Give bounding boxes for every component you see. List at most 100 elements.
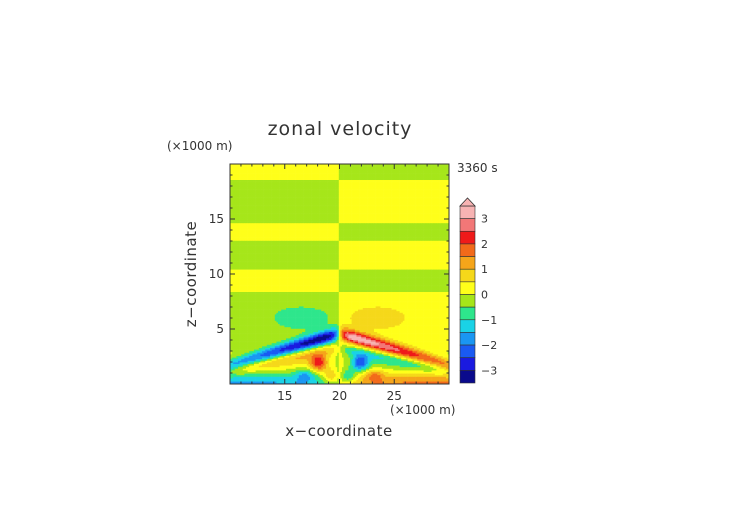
field-cell xyxy=(242,188,245,190)
field-cell xyxy=(439,188,442,190)
field-cell xyxy=(266,165,269,168)
field-cell xyxy=(242,167,245,170)
field-cell xyxy=(393,170,396,173)
field-cell xyxy=(343,173,346,176)
field-cell xyxy=(420,186,423,189)
field-cell xyxy=(230,181,232,184)
field-cell xyxy=(382,189,384,192)
field-cell xyxy=(255,189,258,192)
field-cell xyxy=(260,180,263,182)
field-cell xyxy=(441,173,444,176)
field-cell xyxy=(410,167,413,170)
field-cell xyxy=(418,173,421,176)
field-cell xyxy=(378,176,381,179)
field-cell xyxy=(286,191,288,194)
field-cell xyxy=(412,164,415,166)
field-cell xyxy=(439,184,442,187)
field-cell xyxy=(438,180,440,182)
field-cell xyxy=(270,184,272,187)
field-cell xyxy=(302,186,304,189)
field-cell xyxy=(289,173,292,176)
field-cell xyxy=(428,183,431,186)
field-cell xyxy=(310,191,312,194)
field-cell xyxy=(319,183,322,186)
field-cell xyxy=(436,175,439,178)
field-cell xyxy=(401,183,404,186)
field-cell xyxy=(335,168,338,171)
field-cell xyxy=(286,165,288,168)
field-cell xyxy=(364,184,367,187)
field-cell xyxy=(375,180,378,182)
field-cell xyxy=(442,168,445,171)
field-cell xyxy=(356,173,359,176)
field-cell xyxy=(398,180,400,182)
field-cell xyxy=(390,165,392,168)
field-cell xyxy=(265,164,268,166)
field-cell xyxy=(321,188,324,190)
field-cell xyxy=(303,189,306,192)
field-cell xyxy=(399,170,402,173)
field-cell xyxy=(284,180,287,182)
field-cell xyxy=(356,180,359,182)
field-cell xyxy=(268,165,271,168)
field-cell xyxy=(401,164,404,166)
field-cell xyxy=(385,164,388,166)
velocity-field xyxy=(230,164,449,384)
field-cell xyxy=(438,191,440,194)
field-cell xyxy=(308,167,311,170)
field-cell xyxy=(295,184,298,187)
field-cell xyxy=(260,176,263,179)
field-cell xyxy=(391,186,394,189)
field-cell xyxy=(281,168,284,171)
field-cell xyxy=(326,176,328,179)
field-cell xyxy=(406,186,408,189)
field-cell xyxy=(334,176,336,179)
field-cell xyxy=(415,181,418,184)
field-cell xyxy=(282,186,285,189)
field-cell xyxy=(249,178,252,181)
field-cell xyxy=(394,191,397,194)
field-cell xyxy=(242,173,245,176)
field-cell xyxy=(318,184,320,187)
field-cell xyxy=(297,186,300,189)
field-cell xyxy=(396,167,399,170)
field-cell xyxy=(358,184,360,187)
field-cell xyxy=(346,176,349,179)
field-cell xyxy=(290,184,293,187)
field-cell xyxy=(390,183,392,186)
field-cell xyxy=(410,188,413,190)
field-cell xyxy=(258,176,261,179)
field-cell xyxy=(378,188,381,190)
field-cell xyxy=(359,165,362,168)
field-cell xyxy=(380,184,383,187)
field-cell xyxy=(412,189,415,192)
field-cell xyxy=(402,191,405,194)
field-cell xyxy=(385,181,388,184)
field-cell xyxy=(417,167,420,170)
field-cell xyxy=(415,168,418,171)
field-cell xyxy=(377,173,380,176)
field-cell xyxy=(239,191,242,194)
field-cell xyxy=(230,176,232,179)
field-cell xyxy=(401,189,404,192)
field-cell xyxy=(393,191,396,194)
field-cell xyxy=(412,181,415,184)
field-cell xyxy=(281,189,284,192)
field-cell xyxy=(297,168,300,171)
field-cell xyxy=(324,165,327,168)
field-cell xyxy=(366,167,368,170)
field-cell xyxy=(438,172,440,174)
field-cell xyxy=(322,186,325,189)
field-cell xyxy=(234,168,237,171)
field-cell xyxy=(316,178,319,181)
field-cell xyxy=(362,181,365,184)
field-cell xyxy=(340,183,343,186)
field-cell xyxy=(316,189,319,192)
field-cell xyxy=(236,176,239,179)
field-cell xyxy=(308,184,311,187)
field-cell xyxy=(324,184,327,187)
field-cell xyxy=(230,189,232,192)
field-cell xyxy=(385,173,388,176)
field-cell xyxy=(286,168,288,171)
field-cell xyxy=(308,164,311,166)
